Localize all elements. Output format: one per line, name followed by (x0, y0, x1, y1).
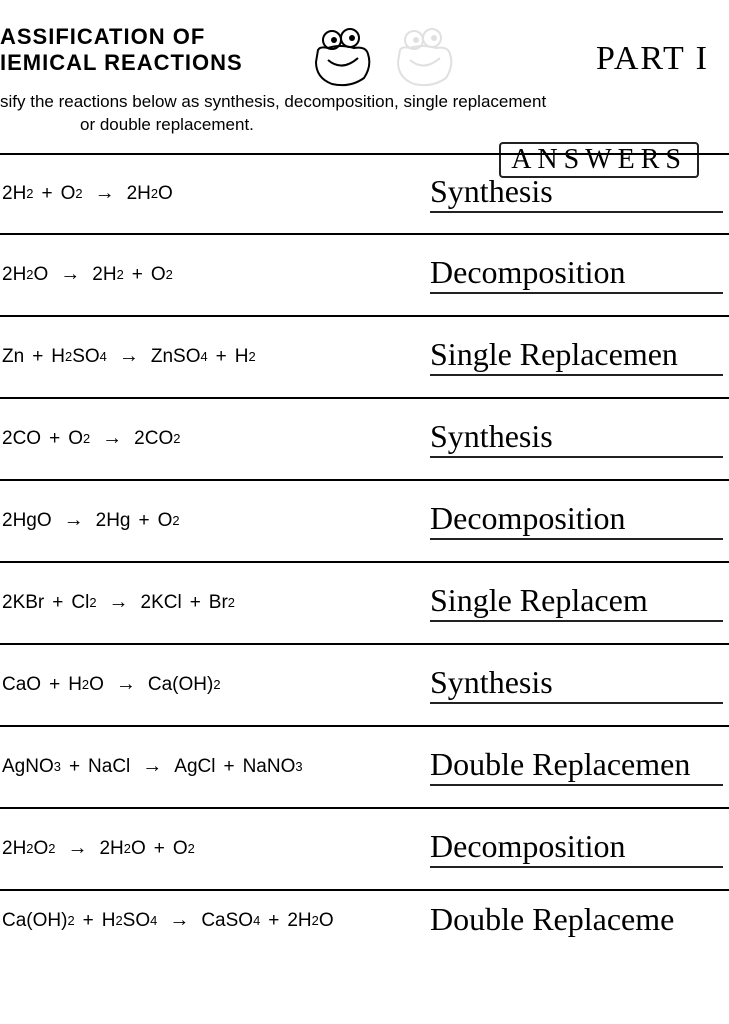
header-icons (310, 28, 462, 88)
cookie-monster-icon-faded (392, 28, 462, 88)
reaction-row: CaO+H2O→Ca(OH)2 Synthesis (0, 645, 729, 727)
cookie-monster-icon (310, 28, 380, 88)
reaction-row: 2CO+O2→2CO2 Synthesis (0, 399, 729, 481)
reaction-row: AgNO3+NaCl→AgCl+NaNO3 Double Replacemen (0, 727, 729, 809)
part-label: PART I (596, 40, 709, 78)
reaction-row: 2H2+O2→2H2O Synthesis (0, 153, 729, 235)
reaction-row: 2KBr+Cl2→2KCl+Br2 Single Replacem (0, 563, 729, 645)
answer-text: Decomposition (430, 255, 723, 294)
reaction-row: Zn+H2SO4→ZnSO4+H2 Single Replacemen (0, 317, 729, 399)
worksheet-header: ASSIFICATION OF IEMICAL REACTIONS (0, 0, 729, 85)
equation: Ca(OH)2+H2SO4→CaSO4+2H2O (0, 909, 420, 932)
reaction-row: 2H2O2→2H2O+O2 Decomposition (0, 809, 729, 891)
reaction-row: 2H2O→2H2+O2 Decomposition (0, 235, 729, 317)
equation: CaO+H2O→Ca(OH)2 (0, 673, 420, 696)
equation: 2H2+O2→2H2O (0, 182, 420, 205)
equation: 2KBr+Cl2→2KCl+Br2 (0, 591, 420, 614)
answer-text: Decomposition (430, 829, 723, 868)
answer-text: Double Replaceme (430, 902, 723, 939)
equation: Zn+H2SO4→ZnSO4+H2 (0, 345, 420, 368)
equation: AgNO3+NaCl→AgCl+NaNO3 (0, 755, 420, 778)
answer-text: Synthesis (430, 174, 723, 213)
equation: 2H2O2→2H2O+O2 (0, 837, 420, 860)
equation: 2HgO→2Hg+O2 (0, 509, 420, 532)
reaction-rows: 2H2+O2→2H2O Synthesis 2H2O→2H2+O2 Decomposi… (0, 153, 729, 951)
instructions-line-2: or double replacement. (0, 114, 729, 137)
answer-text: Synthesis (430, 665, 723, 704)
answer-text: Single Replacem (430, 583, 723, 622)
answer-text: Double Replacemen (430, 747, 723, 786)
answer-text: Single Replacemen (430, 337, 723, 376)
instructions-line-1: sify the reactions below as synthesis, d… (0, 91, 729, 114)
equation: 2H2O→2H2+O2 (0, 263, 420, 286)
reaction-row: Ca(OH)2+H2SO4→CaSO4+2H2O Double Replaceme (0, 891, 729, 951)
reaction-row: 2HgO→2Hg+O2 Decomposition (0, 481, 729, 563)
answer-text: Decomposition (430, 501, 723, 540)
equation: 2CO+O2→2CO2 (0, 427, 420, 450)
instructions: sify the reactions below as synthesis, d… (0, 85, 729, 139)
answer-text: Synthesis (430, 419, 723, 458)
